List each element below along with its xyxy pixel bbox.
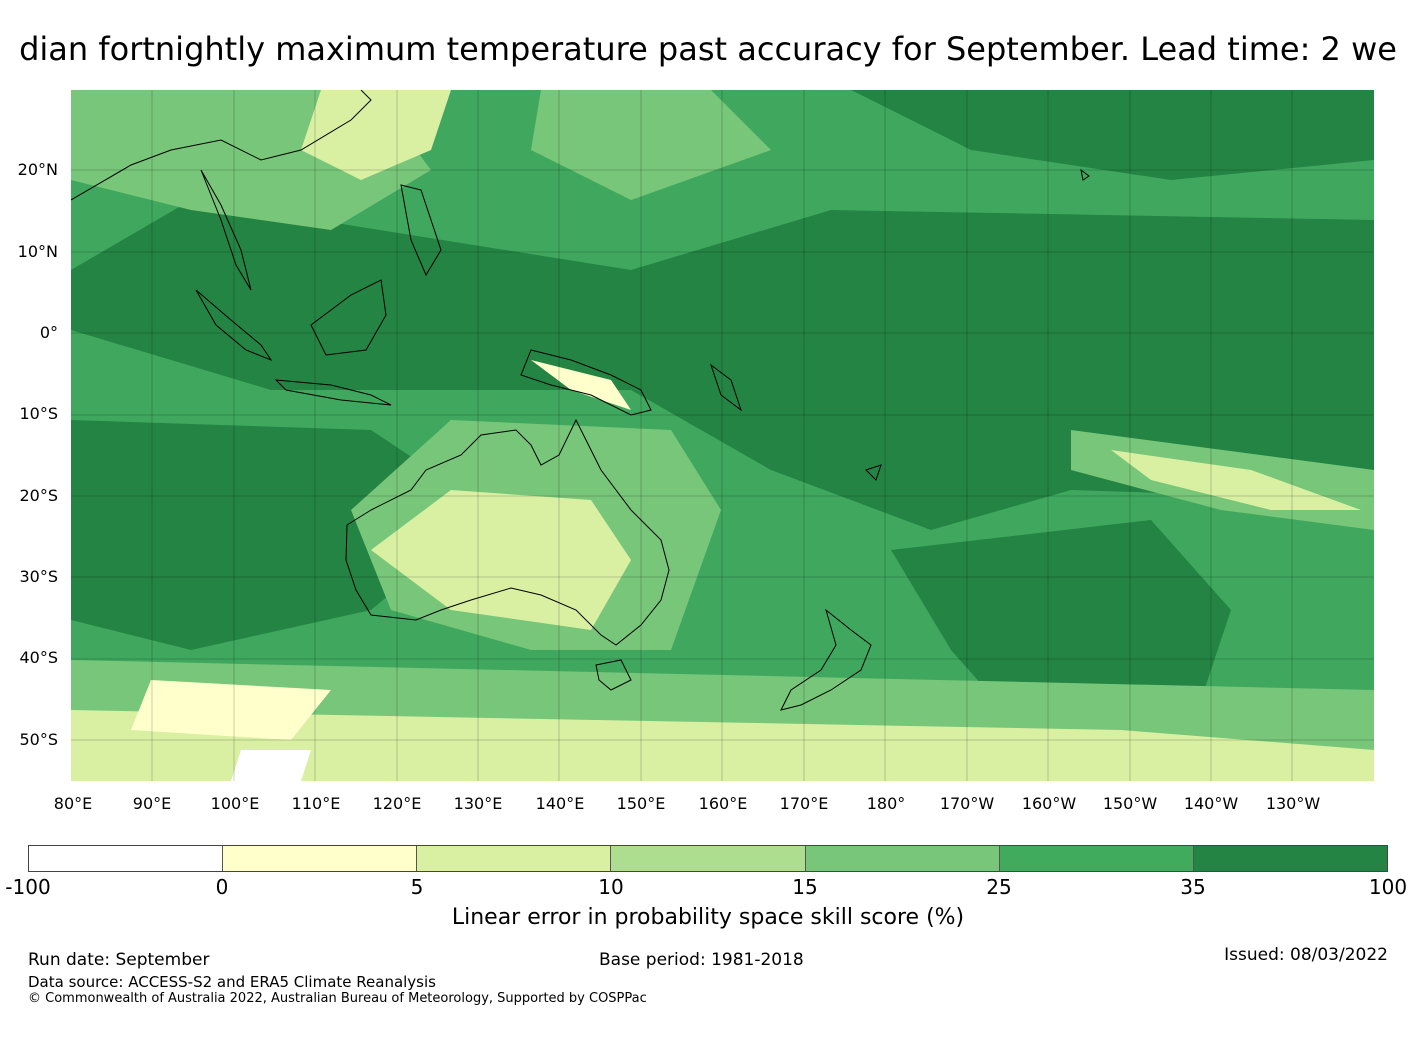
lon-label: 130°E xyxy=(453,794,503,813)
field-low-southern xyxy=(71,710,1374,781)
lon-label: 170°E xyxy=(779,794,829,813)
colorbar-segment xyxy=(223,846,418,871)
colorbar-tick: 15 xyxy=(792,875,818,899)
lon-label: 160°W xyxy=(1021,794,1077,813)
colorbar-segment xyxy=(1193,846,1387,871)
lon-label: 140°W xyxy=(1183,794,1239,813)
java-coast xyxy=(274,379,392,406)
lon-label: 90°E xyxy=(132,794,172,813)
colorbar-tick: 35 xyxy=(1180,875,1206,899)
coastlines xyxy=(71,90,1090,711)
field-very-low-sw xyxy=(131,680,331,740)
lon-label: 150°W xyxy=(1102,794,1158,813)
tasmania-coast xyxy=(595,659,632,691)
field-low-china xyxy=(301,90,451,180)
map-canvas xyxy=(71,90,1374,781)
lat-label: 20°N xyxy=(17,160,58,179)
colorbar-tick: 10 xyxy=(598,875,624,899)
colorbar-tick: 5 xyxy=(410,875,424,899)
map-title: dian fortnightly maximum temperature pas… xyxy=(19,30,1397,68)
lon-label: 110°E xyxy=(291,794,341,813)
copyright: © Commonwealth of Australia 2022, Austra… xyxy=(28,991,647,1006)
new-guinea-coast xyxy=(520,349,652,416)
lat-label: 0° xyxy=(39,323,58,342)
run-date: Run date: September xyxy=(28,950,210,970)
philippines-coast xyxy=(400,184,442,277)
colorbar xyxy=(28,845,1388,872)
lat-label: 20°S xyxy=(19,486,58,505)
skill-score-map xyxy=(71,90,1374,781)
colorbar-tick: 100 xyxy=(1368,875,1408,899)
lat-label: 40°S xyxy=(19,648,58,667)
lon-label: 130°W xyxy=(1265,794,1321,813)
colorbar-segment xyxy=(999,846,1194,871)
borneo-coast xyxy=(310,279,387,356)
lon-label: 170°W xyxy=(939,794,995,813)
field-moderate-north xyxy=(531,90,771,200)
field-very-low-png xyxy=(531,360,631,410)
lon-label: 80°E xyxy=(53,794,93,813)
colorbar-segment xyxy=(417,846,612,871)
colorbar-tick: 25 xyxy=(986,875,1012,899)
colorbar-label: Linear error in probability space skill … xyxy=(451,905,965,930)
colorbar-segment xyxy=(611,846,806,871)
lat-label: 30°S xyxy=(19,567,58,586)
colorbar-tick: 0 xyxy=(215,875,229,899)
field-high-skill-north xyxy=(851,90,1374,180)
graticule xyxy=(71,90,1374,781)
field-high-skill-tropics xyxy=(71,200,1374,530)
hawaii-coast xyxy=(1080,168,1090,181)
new-zealand-coast xyxy=(780,608,872,711)
lat-label: 50°S xyxy=(19,730,58,749)
australia-coast xyxy=(345,418,670,646)
colorbar-segment xyxy=(29,846,224,871)
data-source: Data source: ACCESS-S2 and ERA5 Climate … xyxy=(28,973,436,991)
lon-label: 160°E xyxy=(698,794,748,813)
issued-date: Issued: 08/03/2022 xyxy=(1224,945,1388,965)
lon-label: 100°E xyxy=(210,794,260,813)
field-low-east-band xyxy=(1111,450,1361,510)
sumatra-coast xyxy=(195,289,273,362)
lon-label: 150°E xyxy=(616,794,666,813)
lon-label: 180° xyxy=(866,794,906,813)
field-low-australia xyxy=(371,490,631,630)
base-period: Base period: 1981-2018 xyxy=(599,950,804,970)
lat-label: 10°S xyxy=(19,404,58,423)
lon-label: 140°E xyxy=(535,794,585,813)
malay-peninsula-coast xyxy=(200,169,252,291)
lat-label: 10°N xyxy=(17,242,58,261)
lon-label: 120°E xyxy=(372,794,422,813)
asia-coast xyxy=(71,90,372,201)
colorbar-tick: -100 xyxy=(5,875,51,899)
solomon-islands-coast xyxy=(710,363,742,412)
field-negative-sw xyxy=(231,750,311,781)
colorbar-segment xyxy=(805,846,1000,871)
fiji-coast xyxy=(865,464,882,481)
